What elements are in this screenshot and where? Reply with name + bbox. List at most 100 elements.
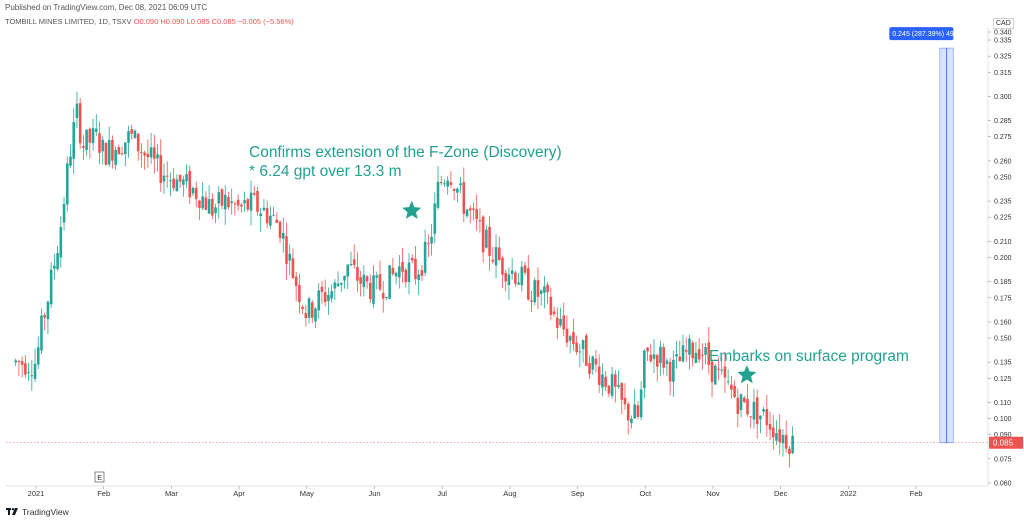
candle-body (439, 182, 443, 184)
candle-body (223, 194, 227, 210)
candle-body (588, 362, 591, 375)
candle-body (491, 259, 495, 262)
candle-body (543, 286, 546, 293)
candle-body (372, 275, 375, 304)
candle-body (259, 213, 262, 217)
candle-body (227, 196, 230, 208)
candle-body (278, 221, 282, 239)
earnings-marker[interactable] (94, 471, 105, 483)
candle-body (46, 301, 50, 320)
candle-body (607, 385, 611, 394)
candle-body (555, 317, 559, 328)
y-tick-label: 0.150 (994, 336, 1012, 343)
candle-body (417, 274, 420, 281)
candle-body (713, 365, 717, 385)
candle-body (475, 209, 478, 220)
candle-body (262, 207, 266, 211)
candle-body (539, 290, 543, 294)
candle-body (69, 156, 72, 166)
candle-body (594, 358, 598, 365)
candle-body (636, 405, 640, 417)
candle-body (104, 142, 108, 165)
candle-body (626, 403, 630, 421)
y-tick-label: 0.200 (994, 255, 1012, 262)
candle-body (710, 361, 714, 383)
candle-body (768, 424, 772, 430)
candle-body (420, 270, 424, 276)
candle-body (620, 383, 624, 400)
star-marker-discovery[interactable] (402, 200, 422, 219)
candle-body (94, 128, 98, 132)
published-note: Published on TradingView.com, Dec 08, 20… (5, 3, 208, 12)
candle-body (565, 328, 569, 343)
candle-body (639, 389, 643, 418)
candle-body (552, 311, 556, 315)
candle-body (207, 199, 211, 214)
candle-body (668, 362, 672, 382)
candle-body (562, 315, 566, 330)
candle-body (759, 415, 762, 420)
candle-body (572, 332, 575, 344)
footer-brand[interactable]: TradingView (22, 507, 69, 517)
candle-body (265, 208, 269, 224)
candle-body (143, 152, 146, 156)
candle-body (252, 193, 256, 195)
candle-body (791, 435, 794, 454)
candle-body (169, 180, 172, 182)
candle-body (246, 199, 250, 210)
candle-body (601, 374, 604, 388)
candle-body (662, 347, 665, 368)
candle-body (314, 308, 317, 322)
x-tick-label: Mar (165, 489, 178, 498)
candle-body (285, 236, 288, 264)
candle-body (401, 262, 404, 272)
candle-body (85, 129, 88, 151)
candle-body (114, 149, 117, 165)
candle-body (369, 282, 372, 300)
candle-body (249, 192, 253, 211)
candle-body (707, 342, 711, 365)
candle-body (17, 360, 21, 363)
x-tick-label: Aug (503, 489, 516, 498)
candle-body (468, 208, 472, 211)
candle-body (723, 366, 727, 378)
candle-body (672, 359, 675, 382)
candle-body (111, 140, 114, 161)
candle-body (339, 282, 343, 285)
candle-body (356, 266, 359, 281)
candle-body (30, 375, 34, 377)
candle-body (691, 342, 694, 359)
candle-body (485, 229, 488, 248)
candle-body (778, 429, 782, 443)
currency-unit-button[interactable]: CAD (993, 18, 1014, 29)
candle-body (20, 361, 24, 365)
y-tick-label: 0.075 (994, 456, 1012, 463)
candle-body (275, 219, 279, 223)
symbol-legend[interactable]: TOMBILL MINES LIMITED, 1D, TSXV O0.090 H… (5, 17, 294, 26)
last-price-label: 0.085 (993, 439, 1014, 448)
x-tick-label: Sep (571, 489, 584, 498)
candle-body (269, 215, 272, 226)
candle-body (378, 274, 382, 290)
candle-body (701, 354, 704, 356)
candle-body (120, 153, 124, 155)
candle-body (101, 139, 105, 152)
candle-body (381, 292, 385, 299)
star-marker-surface[interactable] (737, 365, 757, 384)
candle-body (430, 236, 433, 244)
candle-body (497, 247, 501, 260)
candle-body (40, 315, 43, 351)
y-tick-label: 0.300 (994, 94, 1012, 101)
candle-body (327, 294, 330, 301)
candle-body (75, 103, 79, 118)
candle-body (407, 262, 411, 283)
candle-body (388, 265, 391, 299)
candle-body (333, 282, 337, 289)
candle-body (481, 216, 485, 253)
x-tick-label: Oct (639, 489, 652, 498)
candle-body (78, 103, 82, 144)
candle-body (165, 175, 169, 177)
candle-body (684, 349, 688, 352)
candle-body (394, 272, 398, 277)
